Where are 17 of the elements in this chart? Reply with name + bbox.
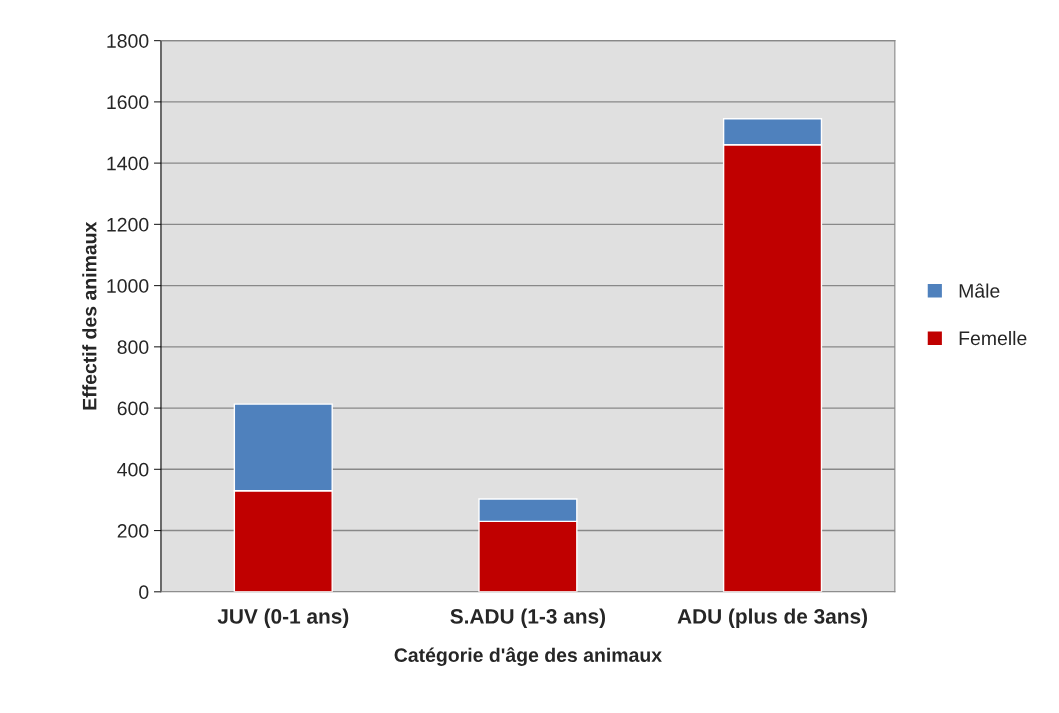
y-axis-title: Effectif des animaux — [82, 221, 97, 410]
y-tick-label: 800 — [117, 340, 149, 355]
y-tick-label: 0 — [139, 585, 149, 600]
legend-label: Femelle — [959, 330, 1027, 346]
y-tick-label: 1400 — [107, 156, 149, 171]
y-tick-label: 600 — [117, 401, 149, 416]
y-tick-label: 200 — [117, 524, 149, 538]
x-tick-label: JUV (0-1 ans) — [217, 608, 349, 628]
y-tick-label: 400 — [117, 462, 149, 477]
y-tick-label: 1200 — [107, 217, 149, 232]
legend-label: Mâle — [959, 283, 1000, 298]
y-tick-label: 1000 — [107, 279, 149, 293]
x-tick-label: S.ADU (1-3 ans) — [450, 608, 606, 628]
x-tick-label: ADU (plus de 3ans) — [677, 608, 868, 628]
x-axis-title: Catégorie d'âge des animaux — [394, 647, 662, 666]
y-tick-label: 1800 — [107, 34, 149, 48]
y-tick-label: 1600 — [107, 95, 149, 110]
